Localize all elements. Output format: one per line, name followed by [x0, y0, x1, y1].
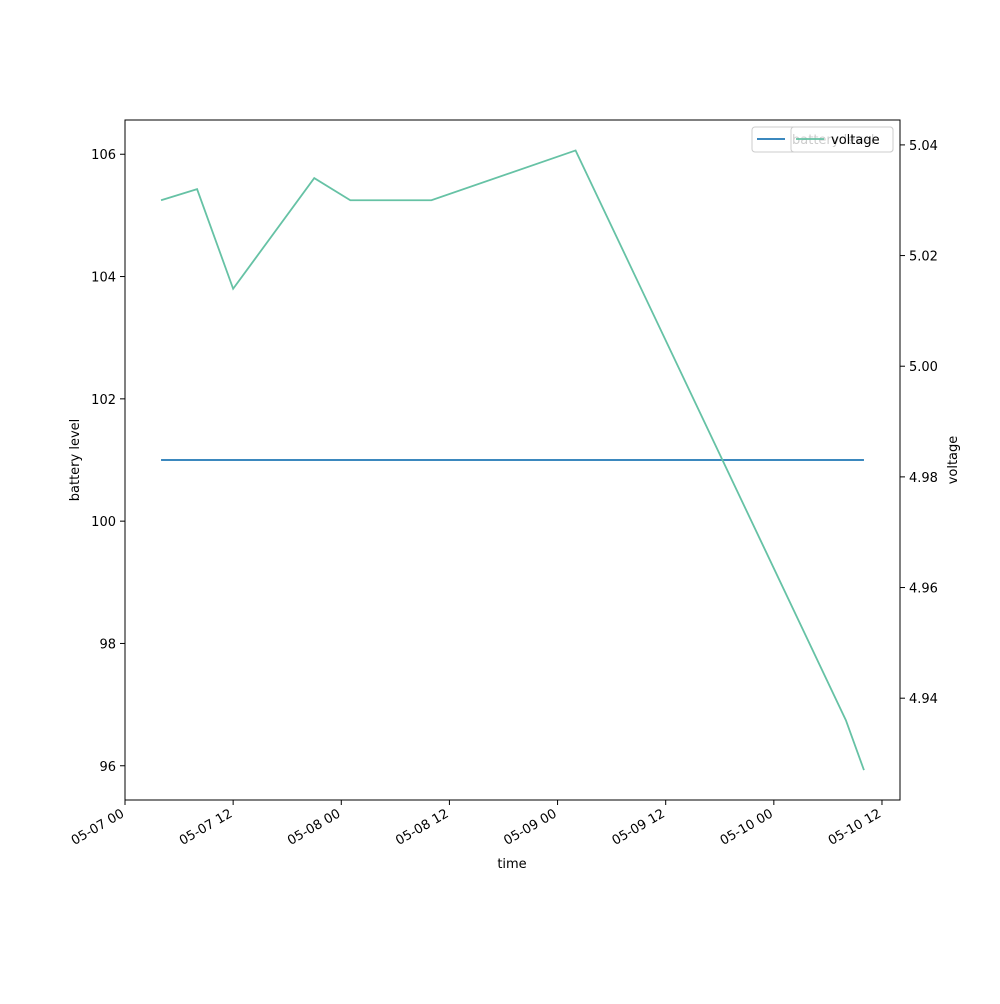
y-tick-label: 106 — [91, 148, 116, 163]
x-tick-label: 05-09 12 — [610, 806, 668, 848]
x-axis-label: time — [497, 857, 526, 872]
y2-tick-label: 4.94 — [909, 692, 938, 707]
x-tick-label: 05-08 12 — [393, 806, 451, 848]
y-tick-label: 98 — [99, 637, 116, 652]
y-axis-label: battery level — [68, 419, 83, 502]
legend-box — [790, 126, 894, 153]
y-tick-label: 104 — [91, 271, 116, 286]
y-tick-label: 96 — [99, 760, 116, 775]
y2-tick-label: 4.98 — [909, 471, 938, 486]
x-tick-label: 05-07 12 — [177, 806, 235, 848]
y2-axis-label: voltage — [946, 436, 961, 485]
x-tick-label: 05-10 12 — [826, 806, 884, 848]
y2-tick-label: 5.00 — [909, 360, 938, 375]
series-line — [160, 149, 865, 771]
x-tick-label: 05-09 00 — [501, 806, 559, 848]
x-tick-label: 05-07 00 — [69, 806, 127, 848]
y2-tick-label: 5.04 — [909, 139, 938, 154]
y-tick-label: 102 — [91, 393, 116, 408]
y-tick-label: 100 — [91, 515, 116, 530]
y2-tick-label: 4.96 — [909, 582, 938, 597]
legend-label: voltage — [831, 133, 880, 148]
plot-frame — [124, 119, 901, 801]
x-tick-label: 05-10 00 — [718, 806, 776, 848]
x-tick-label: 05-08 00 — [285, 806, 343, 848]
y2-tick-label: 5.02 — [909, 250, 938, 265]
